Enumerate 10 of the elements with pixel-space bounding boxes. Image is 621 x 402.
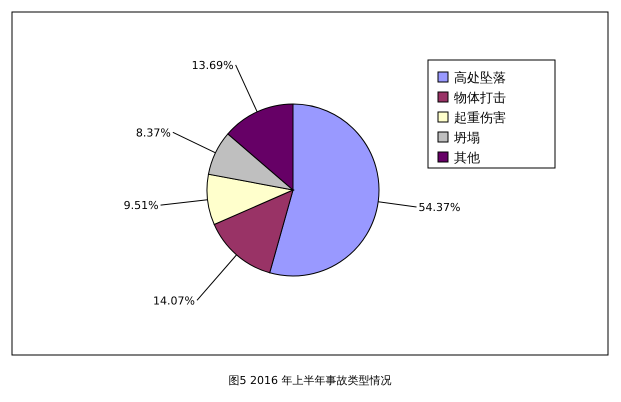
data-label: 9.51%	[124, 199, 159, 212]
data-label: 8.37%	[136, 126, 171, 140]
text: 图5 2016 年上半年事故类型情况	[228, 374, 392, 387]
legend-label: 物体打击	[454, 91, 506, 106]
legend-label: 坍塌	[453, 131, 480, 146]
data-label: 13.69%	[192, 58, 234, 72]
data-label: 54.37%	[418, 201, 460, 214]
data-label: 14.07%	[153, 294, 196, 308]
legend-label: 高处坠落	[454, 70, 506, 86]
legend-label: 其他	[454, 151, 480, 166]
